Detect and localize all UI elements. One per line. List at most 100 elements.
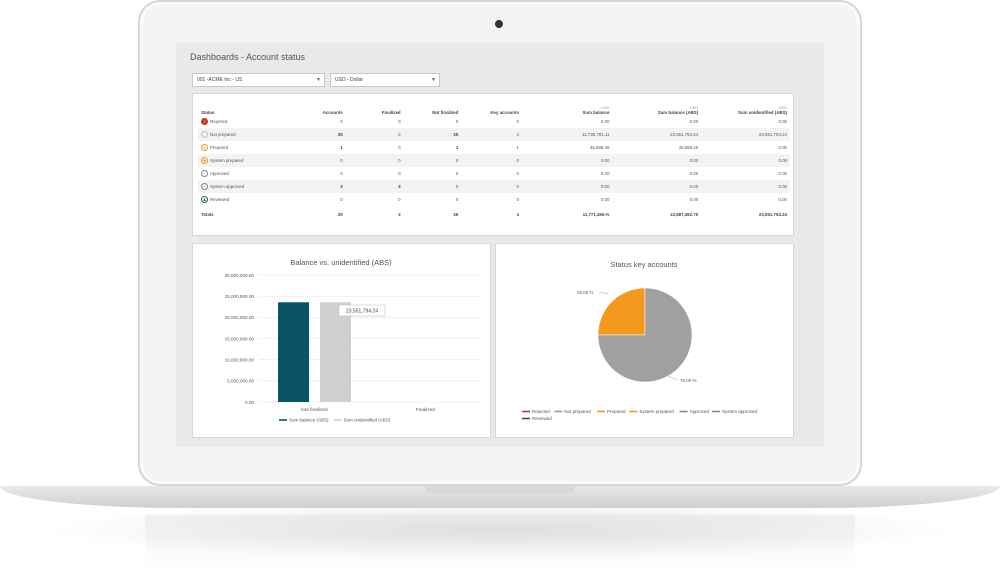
cell-finalized: 0 — [398, 145, 401, 150]
tooltip-value: 23,551,794.24 — [346, 309, 378, 315]
legend-item[interactable]: Prepared — [607, 409, 626, 414]
status-label: Prepared — [210, 145, 229, 150]
cell-sum-unidentified-abs: 23,551,794.24 — [701, 128, 790, 141]
pie-chart-title: Status key accounts — [610, 260, 677, 269]
currency-note: USD — [778, 105, 787, 110]
chevron-down-icon: ▼ — [431, 77, 436, 83]
chevron-down-icon: ▼ — [316, 77, 321, 83]
table-row[interactable]: ✓ System approved 3 3 0 0 0.00 0.00 0.00 — [198, 180, 790, 193]
col-sum-balance[interactable]: USD Sum balance — [522, 99, 613, 115]
col-accounts[interactable]: Accounts — [322, 110, 343, 115]
col-sum-unidentified-abs[interactable]: USD Sum unidentified (ABS) — [701, 99, 790, 115]
cell-accounts: 0 — [340, 197, 343, 202]
cell-finalized: 0 — [398, 197, 401, 202]
legend-item[interactable]: Rejected — [532, 409, 550, 414]
y-tick-label: 5,000,000.00 — [227, 379, 254, 384]
cell-sum-balance-abs: 0.00 — [689, 197, 699, 202]
legend-item[interactable]: Sum unidentified (ABS) — [344, 418, 391, 423]
table-row[interactable]: Not prepared 25 0 25 3 11,735,791.11 23,… — [198, 128, 790, 141]
pie-data-label: 25.00 % — [577, 290, 594, 295]
cell-sum-unidentified-abs: 23,551,794.24 — [758, 211, 787, 217]
cell-sum-balance: 0.00 — [600, 171, 610, 176]
status-label: Approved — [210, 171, 229, 176]
currency-note: USD — [600, 105, 610, 110]
legend-item[interactable]: Sum balance (ABS) — [289, 418, 329, 423]
account-status-table: Status Accounts Finalized Not finalized … — [198, 99, 790, 222]
cell-accounts: 0 — [287, 154, 346, 167]
not-prepared-icon — [201, 131, 208, 138]
cell-finalized: 0 — [398, 171, 401, 176]
rejected-icon: ! — [201, 118, 208, 125]
cell-sum-balance-abs: 23,551,794.24 — [612, 128, 702, 141]
x-tick-label: Not finalized — [301, 407, 328, 413]
currency-note: USD — [689, 105, 699, 110]
y-tick-label: 10,000,000.00 — [225, 357, 255, 362]
col-finalized[interactable]: Finalized — [381, 110, 401, 115]
reviewed-icon: ♟ — [201, 196, 208, 203]
pie-data-label: 75.00 % — [680, 378, 697, 383]
company-select[interactable]: 001 -ACME Inc - US ▼ — [192, 73, 325, 87]
cell-key-accounts: 0 — [516, 119, 519, 124]
cell-not-finalized: 26 — [453, 211, 459, 217]
legend-item[interactable]: System prepared — [639, 409, 674, 414]
screen: Dashboards - Account status 001 -ACME In… — [176, 43, 824, 447]
pie-slice[interactable] — [597, 287, 646, 336]
cell-sum-balance-abs: 35,698.46 — [678, 145, 699, 150]
pie-label-leader — [667, 375, 679, 381]
cell-sum-unidentified-abs: 0.00 — [701, 180, 790, 193]
cell-accounts: 1 — [340, 145, 343, 150]
cell-sum-balance: 0.00 — [600, 197, 610, 202]
cell-key-accounts: 4 — [516, 211, 519, 217]
bar[interactable] — [278, 302, 309, 402]
cell-sum-balance: 0.00 — [521, 154, 613, 167]
cell-not-finalized: 0 — [403, 154, 462, 167]
table-row[interactable]: ! Rejected 0 0 0 0 0.00 0.00 0.00 — [198, 115, 790, 128]
pie-chart: Status key accounts 25.00 % 75.00 % Reje… — [522, 260, 758, 421]
legend-item[interactable]: Not prepared — [564, 409, 591, 414]
cell-key-accounts: 0 — [461, 154, 522, 167]
cell-sum-unidentified-abs: 0.00 — [701, 154, 790, 167]
status-label: System prepared — [210, 158, 244, 163]
laptop-base — [0, 486, 1000, 508]
col-not-finalized[interactable]: Not finalized — [432, 110, 459, 115]
table-row[interactable]: ♟ Reviewed 0 0 0 0 0.00 0.00 0.00 — [198, 193, 790, 206]
totals-label: Totals — [201, 211, 214, 217]
table-row[interactable]: ✱ System prepared 0 0 0 0 0.00 0.00 0.00 — [198, 154, 790, 167]
cell-sum-balance: 11,735,791.11 — [521, 128, 613, 141]
legend-item[interactable]: System approved — [722, 409, 758, 414]
cell-not-finalized: 0 — [455, 171, 459, 176]
cell-sum-unidentified-abs: 0.00 — [778, 119, 787, 124]
table-row[interactable]: ● Prepared 1 0 1 1 35,698.46 35,698.46 0.… — [198, 141, 790, 154]
cell-accounts: 3 — [287, 180, 346, 193]
table-row[interactable]: ✓ Approved 0 0 0 0 0.00 0.00 0.00 — [198, 167, 790, 180]
col-status[interactable]: Status — [201, 110, 215, 115]
pie-slice[interactable] — [597, 287, 693, 383]
cell-key-accounts: 0 — [516, 197, 519, 202]
laptop-reflection — [145, 515, 855, 575]
system-prepared-icon: ✱ — [201, 157, 208, 164]
cell-not-finalized: 1 — [455, 145, 459, 150]
cell-accounts: 29 — [337, 211, 343, 217]
cell-finalized: 3 — [345, 180, 404, 193]
status-label: Not prepared — [210, 132, 236, 137]
status-label: Rejected — [210, 119, 228, 124]
cell-sum-balance-abs: 0.00 — [612, 180, 702, 193]
bar-chart-title: Balance vs. unidentified (ABS) — [290, 258, 392, 267]
col-key-accounts[interactable]: Key accounts — [490, 110, 519, 115]
company-select-value: 001 -ACME Inc - US — [197, 77, 243, 83]
cell-sum-balance: 35,698.46 — [589, 145, 610, 150]
cell-sum-balance: 0.00 — [521, 180, 613, 193]
cell-sum-balance-abs: 0.00 — [612, 154, 702, 167]
bar[interactable] — [320, 302, 351, 402]
col-sum-balance-abs[interactable]: USD Sum balance (ABS) — [612, 99, 701, 115]
currency-select[interactable]: USD - Dollar ▼ — [330, 73, 440, 87]
legend-item[interactable]: Approved — [690, 409, 710, 414]
cell-key-accounts: 0 — [461, 180, 522, 193]
cell-sum-balance-abs: 0.00 — [689, 171, 699, 176]
cell-accounts: 0 — [340, 119, 343, 124]
cell-finalized: 0 — [398, 119, 401, 124]
bar-chart: Balance vs. unidentified (ABS) 30,000,00… — [225, 258, 481, 423]
bar-chart-panel: Balance vs. unidentified (ABS) 30,000,00… — [192, 243, 491, 438]
prepared-icon: ● — [201, 144, 208, 151]
legend-item[interactable]: Reviewed — [532, 416, 552, 421]
